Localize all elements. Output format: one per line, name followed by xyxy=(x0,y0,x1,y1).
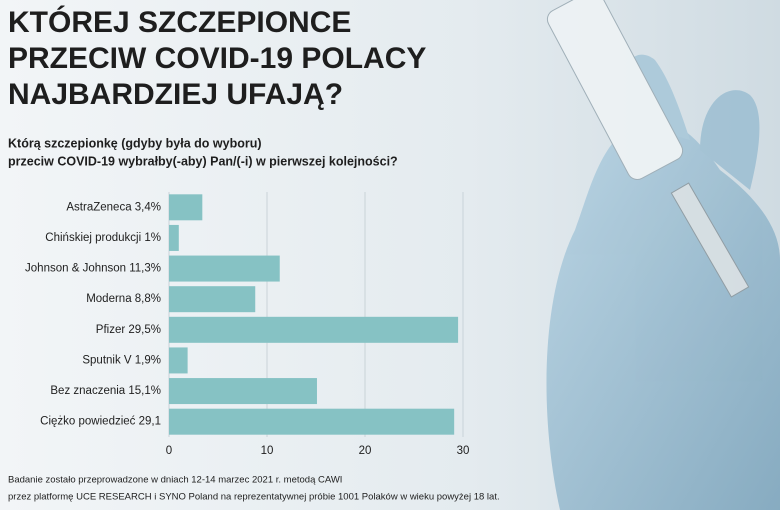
bar xyxy=(169,378,317,405)
title: NAJBARDZIEJ UFAJĄ? xyxy=(8,78,343,111)
subtitle: Którą szczepionkę (gdyby była do wyboru) xyxy=(8,136,262,150)
title: PRZECIW COVID-19 POLACY xyxy=(8,42,426,75)
bar xyxy=(169,286,256,313)
bar xyxy=(169,347,188,374)
category-label: Sputnik V 1,9% xyxy=(82,354,161,366)
category-label: Ciężko powiedzieć 29,1 xyxy=(40,416,161,428)
category-label: Bez znaczenia 15,1% xyxy=(50,385,161,397)
category-label: Johnson & Johnson 11,3% xyxy=(25,263,161,275)
category-label: Chińskiej produkcji 1% xyxy=(45,232,161,244)
x-tick-label: 30 xyxy=(457,445,470,457)
category-label: Moderna 8,8% xyxy=(86,293,161,305)
bar xyxy=(169,224,179,251)
title: KTÓREJ SZCZEPIONCE xyxy=(8,5,351,39)
category-label: Pfizer 29,5% xyxy=(96,324,161,336)
bar xyxy=(169,408,455,435)
x-tick-label: 0 xyxy=(166,445,172,457)
footnote: przez platformę UCE RESEARCH i SYNO Pola… xyxy=(8,492,500,503)
bar xyxy=(169,194,203,221)
x-tick-label: 10 xyxy=(261,445,274,457)
footnote: Badanie zostało przeprowadzone w dniach … xyxy=(8,475,342,486)
bar xyxy=(169,255,280,282)
bar xyxy=(169,316,459,343)
glove-illustration xyxy=(546,0,780,510)
category-label: AstraZeneca 3,4% xyxy=(66,201,161,213)
x-tick-label: 20 xyxy=(359,445,372,457)
subtitle: przeciw COVID-19 wybrałby(-aby) Pan/(-i)… xyxy=(8,154,398,168)
